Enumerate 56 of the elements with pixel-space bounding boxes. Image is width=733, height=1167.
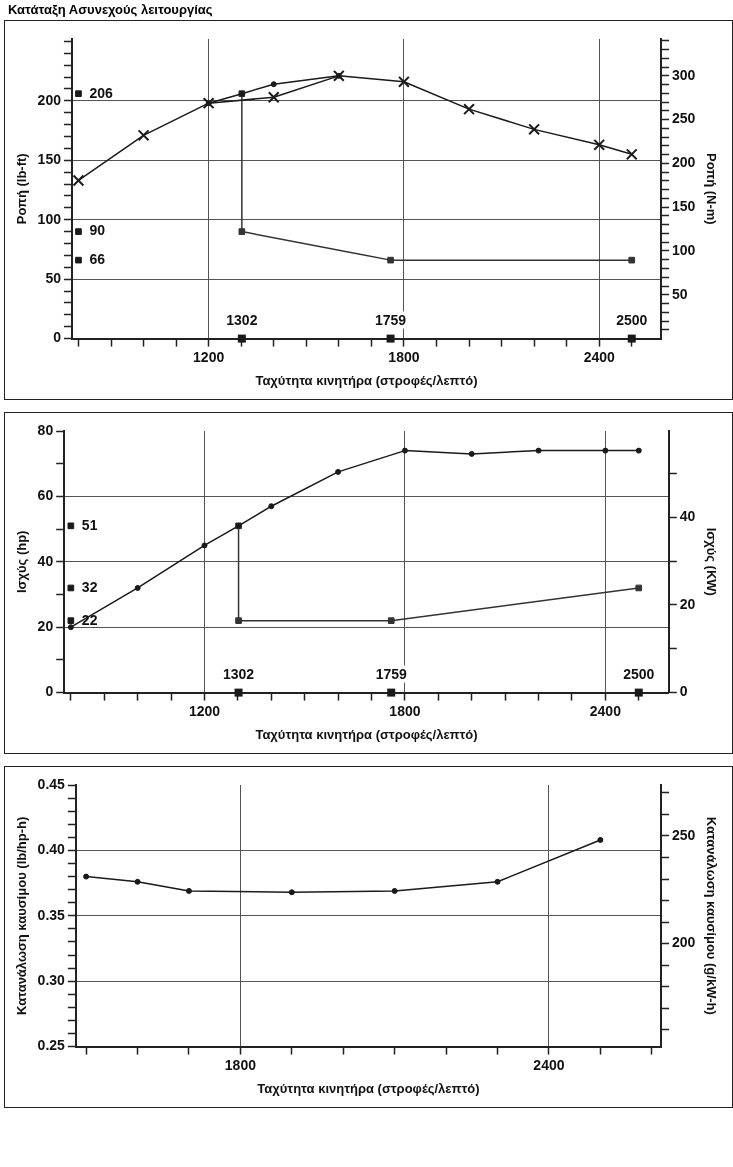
x-tick-label: 2400: [583, 348, 615, 365]
y-tick-label: 200: [37, 91, 62, 108]
x-tick-label: 1800: [224, 1056, 257, 1073]
y-tick-label: 0.40: [37, 841, 66, 858]
y-tick-label: 0: [53, 329, 62, 346]
y-tick-label: 60: [37, 487, 54, 504]
y-axis-title: Ροπή (lb-ft): [14, 153, 30, 225]
x-tick-label: 1200: [188, 702, 221, 719]
data-label: 206: [89, 84, 114, 101]
y-tick-label: 0.25: [37, 1037, 66, 1054]
y-tick-label: 0: [45, 683, 54, 700]
y2-axis-title: Ροπή (N-m): [703, 152, 719, 225]
y2-tick-label: 250: [672, 826, 696, 843]
y2-axis-title: Ισχύς (KW): [703, 527, 719, 596]
y2-axis-title: Κατανάλωση καυσίμου (g/kW-h): [703, 816, 719, 1015]
y2-tick-label: 20: [679, 595, 696, 612]
x-tick-label: 2400: [589, 702, 622, 719]
y2-tick-label: 200: [672, 154, 696, 171]
data-label: 51: [81, 516, 98, 533]
y2-tick-label: 0: [679, 683, 688, 700]
x-tick-label: 2400: [533, 1056, 565, 1073]
x-tick-label: 1800: [388, 348, 420, 365]
x-tick-label: 1800: [389, 702, 421, 719]
x-axis-title: Ταχύτητα κινητήρα (στροφές/λεπτό): [255, 372, 478, 388]
annotation: 1759: [375, 666, 407, 683]
y-tick-label: 0.30: [37, 972, 66, 989]
y-tick-label: 100: [37, 210, 62, 227]
y2-tick-label: 40: [679, 508, 696, 525]
y2-tick-label: 250: [672, 110, 696, 127]
y2-tick-label: 200: [672, 934, 696, 951]
x-axis-title: Ταχύτητα κινητήρα (στροφές/λεπτό): [257, 1080, 480, 1096]
data-label: 32: [81, 578, 98, 595]
chart-title: Κατάταξη Ασυνεχούς λειτουργίας: [7, 1, 214, 19]
data-label: 66: [89, 250, 106, 267]
data-label: 22: [81, 611, 98, 628]
y-tick-label: 150: [37, 151, 62, 168]
annotation: 2500: [616, 312, 648, 329]
y-tick-label: 40: [37, 552, 54, 569]
y2-tick-label: 100: [672, 241, 696, 258]
y2-tick-label: 50: [672, 285, 688, 302]
annotation: 1302: [222, 666, 255, 683]
y-tick-label: 0.35: [37, 906, 66, 923]
annotation: 1759: [375, 312, 407, 329]
y-tick-label: 20: [37, 618, 54, 635]
y-tick-label: 0.45: [37, 775, 66, 792]
y-tick-label: 80: [37, 421, 54, 438]
x-axis-title: Ταχύτητα κινητήρα (στροφές/λεπτό): [255, 726, 478, 742]
y2-tick-label: 300: [672, 66, 696, 83]
y-tick-label: 50: [45, 270, 62, 287]
annotation: 2500: [623, 666, 655, 683]
y2-tick-label: 150: [672, 198, 696, 215]
data-label: 90: [89, 222, 106, 239]
annotation: 1302: [226, 312, 258, 329]
x-tick-label: 1200: [193, 348, 225, 365]
y-axis-title: Κατανάλωση καυσίμου (lb/hp-h): [14, 816, 30, 1015]
y-axis-title: Ισχύς (hp): [14, 530, 30, 594]
